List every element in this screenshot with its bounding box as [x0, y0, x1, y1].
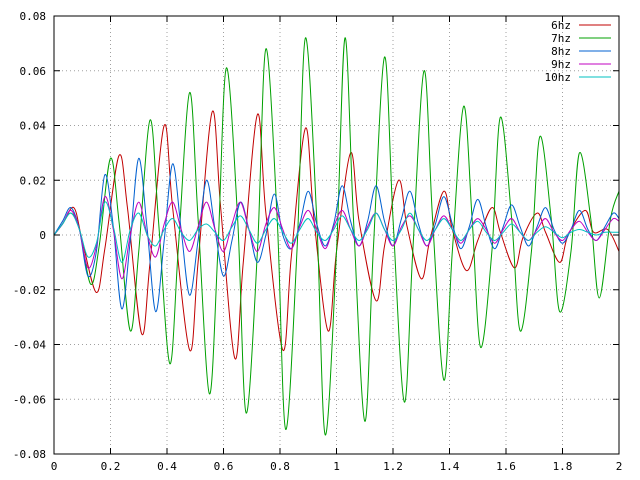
series-line-7hz	[53, 37, 620, 436]
legend-label: 6hz	[551, 19, 571, 32]
y-tick-label: 0.08	[20, 10, 47, 23]
x-tick-label: 0	[51, 460, 58, 473]
series-layer	[53, 37, 620, 436]
x-tick-label: 0.6	[214, 460, 234, 473]
x-tick-label: 1.6	[496, 460, 516, 473]
y-tick-label: -0.02	[13, 284, 46, 297]
legend-label: 9hz	[551, 58, 571, 71]
x-tick-label: 1.4	[440, 460, 460, 473]
legend-label: 7hz	[551, 32, 571, 45]
y-tick-label: -0.06	[13, 393, 46, 406]
series-line-6hz	[53, 110, 620, 360]
y-tick-label: 0.04	[20, 120, 47, 133]
legend-label: 8hz	[551, 45, 571, 58]
y-tick-label: -0.04	[13, 339, 46, 352]
series-line-10hz	[53, 201, 619, 263]
x-tick-label: 0.8	[270, 460, 290, 473]
x-tick-label: 2	[616, 460, 623, 473]
legend-label: 10hz	[545, 71, 572, 84]
y-tick-label: 0.06	[20, 65, 47, 78]
x-tick-label: 0.2	[101, 460, 121, 473]
y-tick-label: 0.02	[20, 174, 47, 187]
x-tick-label: 1.8	[553, 460, 573, 473]
x-tick-label: 1.2	[383, 460, 403, 473]
x-tick-label: 0.4	[157, 460, 177, 473]
series-line-8hz	[53, 157, 620, 313]
y-tick-label: 0	[39, 229, 46, 242]
x-tick-label: 1	[333, 460, 340, 473]
axis-ticks: 0 0.2 0.4 0.6 0.8 1 1.2 1.4 1.6 1.8 2 0.08 0.06 0.04 0…	[13, 10, 622, 473]
y-tick-label: -0.08	[13, 448, 46, 461]
